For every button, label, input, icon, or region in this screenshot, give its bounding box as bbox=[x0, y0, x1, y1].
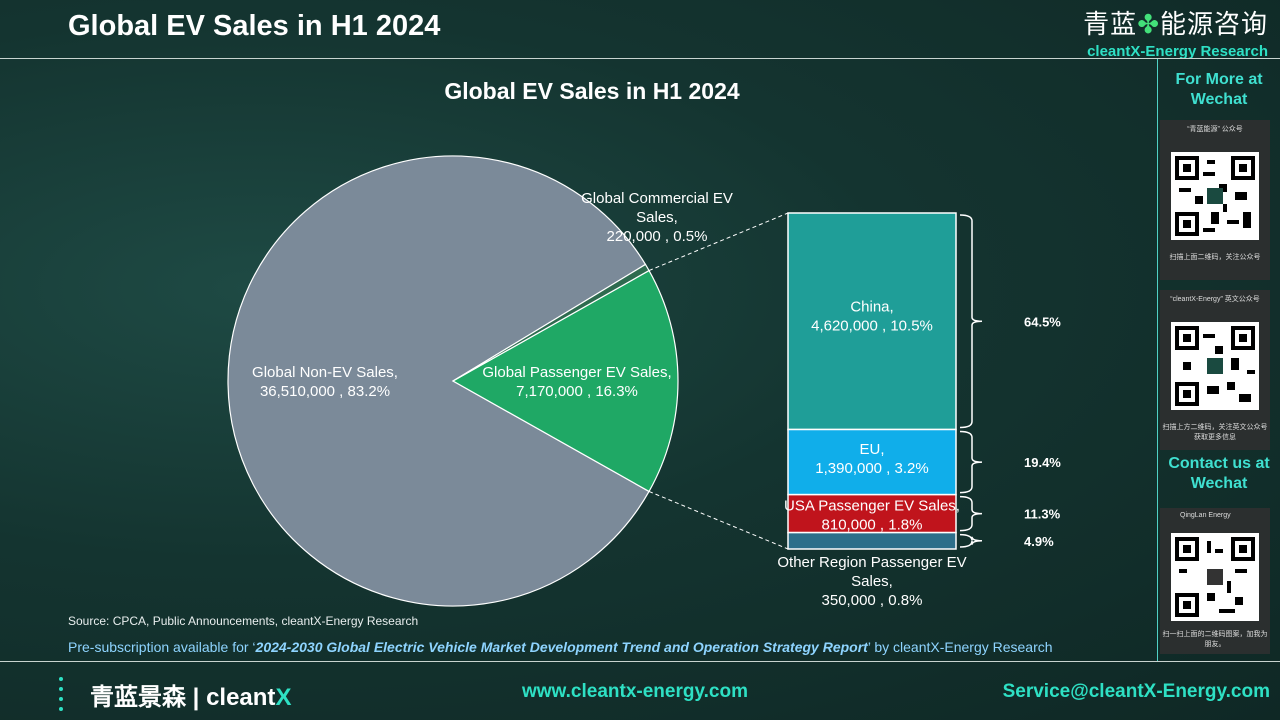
report-title-link[interactable]: 2024-2030 Global Electric Vehicle Market… bbox=[255, 639, 868, 655]
brand-en: cleantX-Energy Research bbox=[1087, 43, 1268, 60]
qr-card-wechat-en: “cleantX-Energy” 英文公众号 扫描上方二维码，关注英文公众号 获… bbox=[1160, 290, 1270, 450]
presub-prefix: Pre-subscription available for ‘ bbox=[68, 639, 256, 655]
qr-caption: “青蓝能源” 公众号 bbox=[1187, 126, 1243, 133]
footer-logo-cn: 青蓝景森 bbox=[90, 684, 186, 711]
footer-logo-sep: | bbox=[192, 684, 200, 711]
bracket-1 bbox=[959, 430, 983, 494]
qr-code-icon[interactable] bbox=[1171, 322, 1259, 410]
brand-cn: 青蓝 bbox=[1083, 9, 1138, 39]
share-label-2: 11.3% bbox=[1024, 507, 1061, 522]
qr-code-icon[interactable] bbox=[1171, 152, 1259, 240]
website-link[interactable]: www.cleantx-energy.com bbox=[522, 681, 748, 702]
qr-card-contact: QingLan Energy 扫一扫上面的二维码图案，加我为朋友。 bbox=[1160, 508, 1270, 654]
pie-slice-non-ev bbox=[227, 155, 650, 607]
bar-label-usa: USA Passenger EV Sales, 810,000 , 1.8% bbox=[784, 498, 960, 534]
clover-icon: ✤ bbox=[1137, 9, 1160, 39]
footer-divider bbox=[0, 661, 1280, 662]
brand-cn-rest: 能源咨询 bbox=[1159, 9, 1268, 39]
bar-segment-1 bbox=[787, 428, 957, 496]
dots-icon bbox=[59, 677, 63, 711]
bar-segment-3 bbox=[787, 531, 957, 550]
bar-segment-0 bbox=[787, 212, 957, 431]
qr-card-wechat-cn: “青蓝能源” 公众号 扫描上面二维码，关注公众号 bbox=[1160, 120, 1270, 280]
pie-label-non-ev: Global Non-EV Sales, 36,510,000 , 83.2% bbox=[252, 364, 398, 400]
pie-label-commercial-ev: Global Commercial EV Sales, 220,000 , 0.5% bbox=[581, 190, 733, 245]
qr-caption: QingLan Energy bbox=[1180, 512, 1231, 519]
qr-code-icon[interactable] bbox=[1171, 533, 1259, 621]
qr-footer: 扫描上面二维码，关注公众号 bbox=[1169, 254, 1261, 261]
presubscription-note: Pre-subscription available for ‘2024-203… bbox=[68, 639, 1053, 655]
pie-of-bar-chart: Global Non-EV Sales, 36,510,000 , 83.2% Gl… bbox=[227, 155, 1061, 609]
for-more-heading: For More at Wechat bbox=[1175, 71, 1263, 108]
qr-caption: “cleantX-Energy” 英文公众号 bbox=[1170, 296, 1260, 303]
page-title: Global EV Sales in H1 2024 bbox=[68, 10, 441, 42]
source-note: Source: CPCA, Public Announcements, clea… bbox=[68, 614, 419, 628]
bar-label-china: China, 4,620,000 , 10.5% bbox=[811, 298, 933, 334]
share-label-0: 64.5% bbox=[1024, 314, 1061, 329]
email-link[interactable]: Service@cleantX-Energy.com bbox=[1002, 681, 1270, 702]
share-label-3: 4.9% bbox=[1024, 534, 1054, 549]
bracket-2 bbox=[959, 495, 983, 532]
brand-logo: 青蓝✤能源咨询 cleantX-Energy Research bbox=[1083, 4, 1268, 60]
contact-heading: Contact us at Wechat bbox=[1168, 455, 1270, 492]
footer-logo-x: X bbox=[275, 684, 292, 711]
footer-logo-en: cleant bbox=[206, 684, 276, 711]
sidebar-divider bbox=[1157, 59, 1158, 661]
footer-logo: 青蓝景森 | cleantX bbox=[90, 677, 291, 712]
qr-footer: 扫一扫上面的二维码图案，加我为朋友。 bbox=[1162, 631, 1268, 648]
pie-label-passenger-ev: Global Passenger EV Sales, 7,170,000 , 16… bbox=[482, 364, 671, 400]
chart-title: Global EV Sales in H1 2024 bbox=[444, 78, 740, 104]
qr-footer: 扫描上方二维码，关注英文公众号 获取更多信息 bbox=[1162, 424, 1268, 441]
bar-label-eu: EU, 1,390,000 , 3.2% bbox=[815, 441, 928, 477]
header-divider bbox=[0, 58, 1280, 59]
connector-line-bottom bbox=[648, 490, 789, 550]
pie-slice-passenger-ev bbox=[451, 269, 679, 493]
presub-suffix: ’ by cleantX-Energy Research bbox=[867, 639, 1053, 655]
bracket-0 bbox=[959, 214, 983, 429]
share-label-1: 19.4% bbox=[1024, 455, 1061, 470]
bracket-3 bbox=[959, 533, 983, 548]
bar-label-other: Other Region Passenger EV Sales, 350,000 ,… bbox=[777, 554, 966, 609]
